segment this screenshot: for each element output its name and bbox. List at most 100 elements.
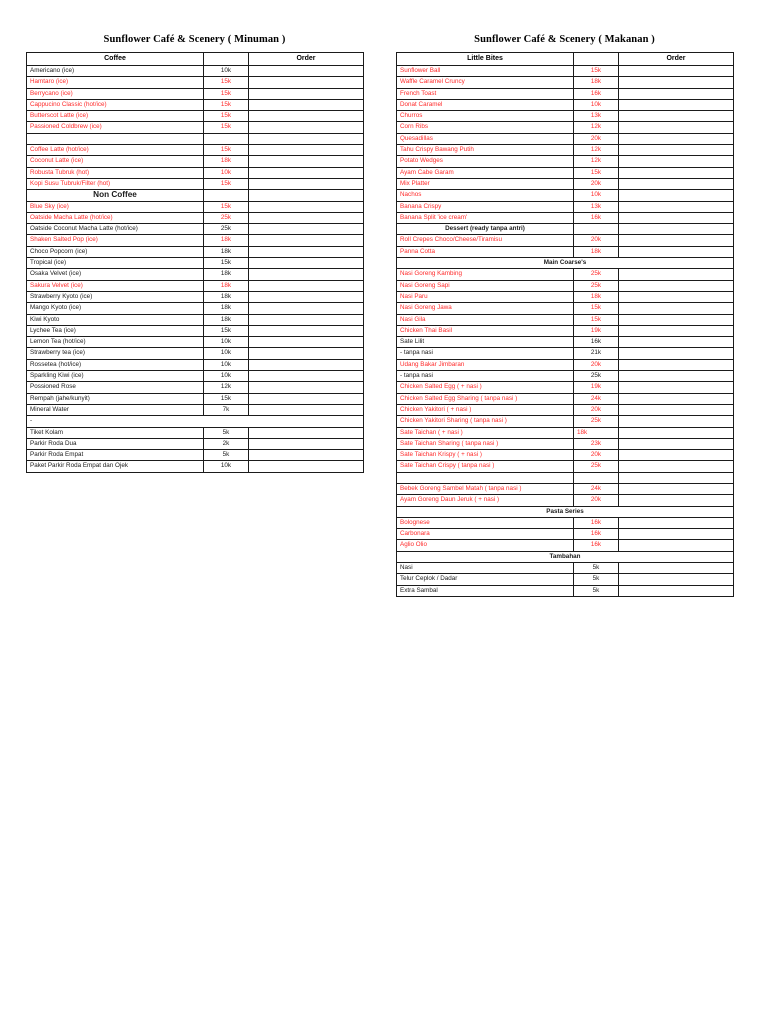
order-quantity-cell[interactable] [618,87,734,100]
order-quantity-cell[interactable] [248,121,364,134]
order-quantity-cell[interactable] [248,76,364,89]
menu-item-row: Rempah (jahe/kunyit) 15k [26,392,364,405]
order-quantity-cell[interactable] [618,426,734,439]
order-quantity-cell[interactable] [618,460,734,473]
order-quantity-cell[interactable] [618,403,734,417]
order-quantity-cell[interactable] [248,426,364,439]
order-quantity-cell[interactable] [248,381,364,394]
order-quantity-cell[interactable] [248,437,364,451]
menu-item-row: Panna Cotta 18k [396,245,734,259]
order-quantity-cell[interactable] [248,460,364,473]
order-quantity-cell[interactable] [248,87,364,100]
order-quantity-cell[interactable] [618,166,734,179]
order-quantity-cell[interactable] [618,268,734,281]
spacer-cell[interactable] [618,471,734,484]
order-quantity-cell[interactable] [618,494,734,507]
order-quantity-cell[interactable] [248,144,364,157]
menu-item-row: Strawberry tea (ice) 10k [26,347,364,360]
order-quantity-cell[interactable] [618,584,734,597]
order-quantity-cell[interactable] [618,200,734,213]
order-quantity-cell[interactable] [248,177,364,191]
menu-item-name: Bebek Goreng Sambel Matah ( tanpa nasi ) [396,482,574,496]
order-cell[interactable] [618,223,734,236]
order-quantity-cell[interactable] [248,234,364,247]
order-quantity-cell[interactable] [248,324,364,338]
menu-item-row: Mineral Water 7k [26,403,364,417]
order-quantity-cell[interactable] [248,268,364,281]
order-quantity-cell[interactable] [618,155,734,168]
order-quantity-cell[interactable] [248,370,364,383]
menu-item-row: Nasi 5k [396,562,734,575]
order-quantity-cell[interactable] [618,437,734,451]
menu-item-price: 12k [573,155,619,168]
menu-item-name: Chicken Salted Egg Sharing ( tanpa nasi … [396,392,574,405]
order-quantity-cell[interactable] [248,98,364,112]
menu-item-row: Shaken Salted Pop (ice) 18k [26,234,364,247]
order-quantity-cell[interactable] [618,290,734,304]
order-quantity-cell[interactable] [618,539,734,552]
menu-item-name: Chicken Salted Egg ( + nasi ) [396,381,574,394]
menu-item-name: Hamtaro (ice) [26,76,204,89]
order-quantity-cell[interactable] [618,358,734,372]
menu-item-price: 19k [573,324,619,338]
order-quantity-cell[interactable] [248,403,364,417]
order-quantity-cell[interactable] [248,211,364,225]
order-quantity-cell[interactable] [618,144,734,157]
menu-item-row: Tahu Crispy Bawang Putih 12k [396,144,734,157]
menu-item-row: Sate Taichan Krispy ( + nasi ) 20k [396,449,734,462]
order-quantity-cell[interactable] [618,234,734,247]
order-quantity-cell[interactable] [248,358,364,372]
order-quantity-cell[interactable] [248,223,364,236]
order-quantity-cell[interactable] [618,189,734,202]
menu-item-name: Butterscot Latte (ice) [26,110,204,123]
order-quantity-cell[interactable] [248,336,364,349]
order-quantity-cell[interactable] [618,482,734,496]
order-quantity-cell[interactable] [248,279,364,292]
order-quantity-cell[interactable] [618,370,734,383]
order-quantity-cell[interactable] [618,302,734,315]
order-quantity-cell[interactable] [248,347,364,360]
order-quantity-cell[interactable] [618,132,734,146]
menu-item-name: Panna Cotta [396,245,574,259]
order-quantity-cell[interactable] [618,121,734,134]
order-quantity-cell[interactable] [248,155,364,168]
menu-item-price: 10k [203,460,249,473]
order-quantity-cell[interactable] [618,98,734,112]
order-quantity-cell[interactable] [618,347,734,360]
order-quantity-cell[interactable] [248,290,364,304]
order-quantity-cell[interactable] [618,392,734,405]
menu-item-name: Strawberry Kyoto (ice) [26,290,204,304]
order-quantity-cell[interactable] [618,381,734,394]
order-quantity-cell[interactable] [618,324,734,338]
order-cell[interactable] [248,189,364,202]
order-quantity-cell[interactable] [618,110,734,123]
order-quantity-cell[interactable] [618,245,734,259]
order-quantity-cell[interactable] [618,336,734,349]
order-quantity-cell[interactable] [618,415,734,428]
order-quantity-cell[interactable] [618,516,734,530]
order-quantity-cell[interactable] [618,449,734,462]
order-quantity-cell[interactable] [248,200,364,213]
order-quantity-cell[interactable] [248,257,364,270]
spacer-cell[interactable] [248,132,364,146]
order-quantity-cell[interactable] [248,110,364,123]
order-quantity-cell[interactable] [248,166,364,179]
order-quantity-cell[interactable] [618,562,734,575]
order-quantity-cell[interactable] [248,245,364,259]
order-quantity-cell[interactable] [248,64,364,78]
menu-item-row: Mix Platter 20k [396,177,734,191]
order-quantity-cell[interactable] [248,302,364,315]
order-quantity-cell[interactable] [248,313,364,326]
order-quantity-cell[interactable] [248,449,364,462]
order-quantity-cell[interactable] [618,177,734,191]
order-quantity-cell[interactable] [618,64,734,78]
order-quantity-cell[interactable] [618,528,734,541]
menu-item-row: Osaka Velvet (ice) 18k [26,268,364,281]
order-quantity-cell[interactable] [618,573,734,586]
order-quantity-cell[interactable] [618,76,734,89]
menu-item-row: Rossetea (hot/ice) 10k [26,358,364,372]
order-quantity-cell[interactable] [618,279,734,292]
order-quantity-cell[interactable] [248,392,364,405]
order-quantity-cell[interactable] [618,313,734,326]
order-quantity-cell[interactable] [618,211,734,225]
